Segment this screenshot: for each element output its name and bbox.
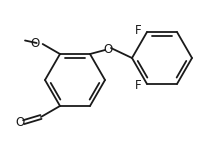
Text: O: O — [15, 116, 24, 129]
Text: O: O — [103, 42, 113, 56]
Text: O: O — [30, 37, 40, 50]
Text: F: F — [135, 79, 142, 92]
Text: F: F — [135, 24, 142, 37]
